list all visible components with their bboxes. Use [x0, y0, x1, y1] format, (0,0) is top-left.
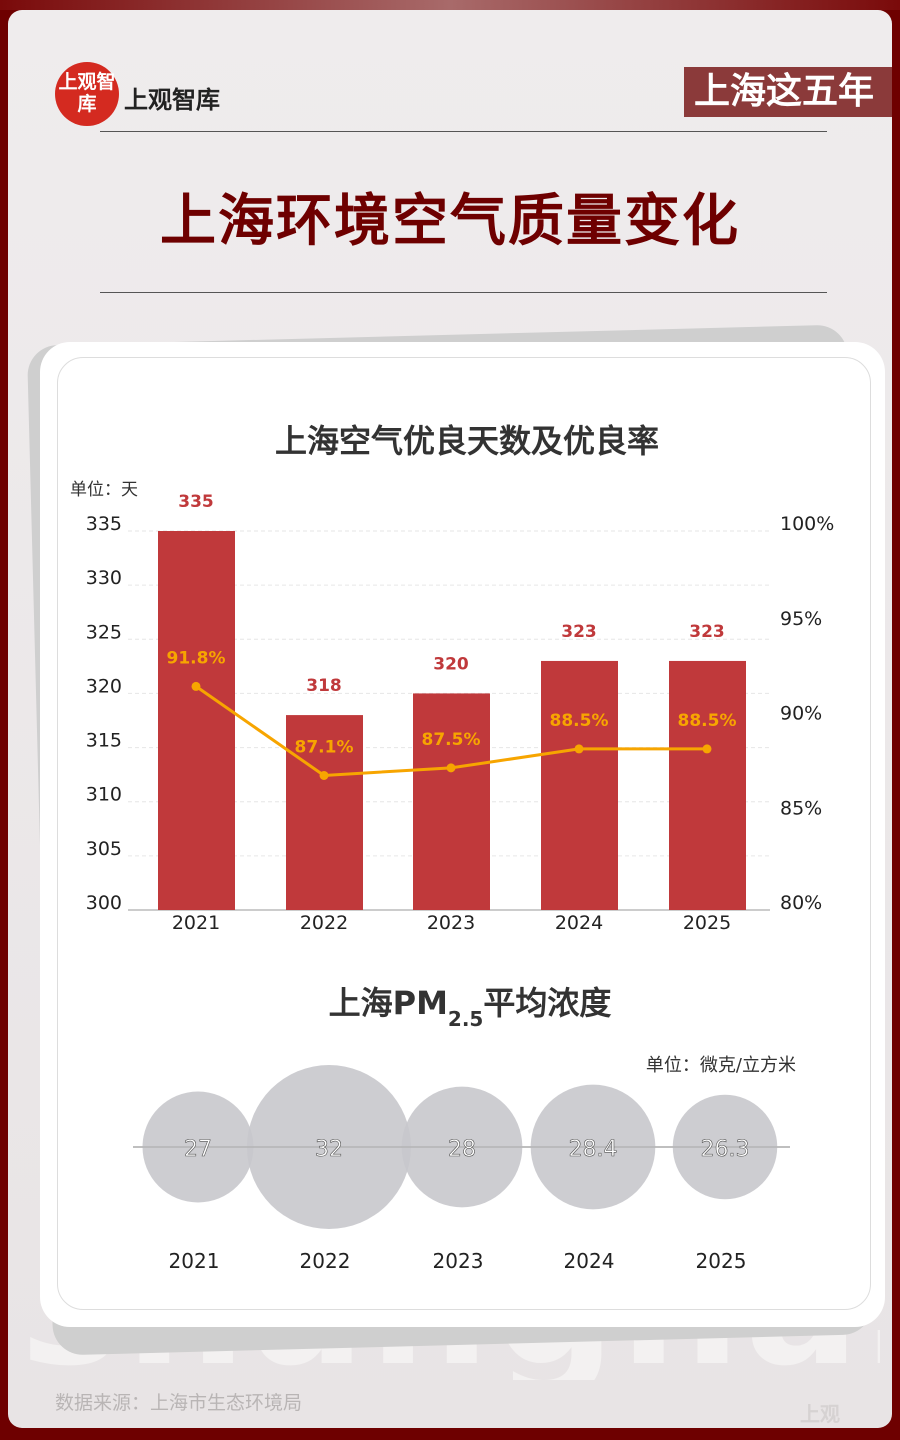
- y-tick-label: 315: [86, 730, 122, 752]
- divider: [100, 292, 827, 293]
- x-tick-label: 2024: [555, 912, 603, 934]
- rate-point: [702, 744, 712, 754]
- x-tick-label: 2022: [300, 912, 348, 934]
- bubble-value-label: 28: [448, 1137, 476, 1162]
- chart1-unit: 单位：天: [70, 480, 138, 500]
- x-tick-label: 2025: [683, 912, 731, 934]
- logo: 上观智库: [55, 62, 119, 126]
- divider: [100, 131, 827, 132]
- y-tick-label: 305: [86, 838, 122, 860]
- y-tick-label: 300: [86, 892, 122, 914]
- y-tick-label: 325: [86, 621, 122, 643]
- y-tick-label: 330: [86, 567, 122, 589]
- series-tag: 上海这五年: [684, 67, 892, 117]
- rate-label: 88.5%: [550, 711, 609, 731]
- rate-label: 87.1%: [295, 737, 354, 757]
- x-tick-label: 2021: [172, 912, 220, 934]
- bar: [413, 693, 490, 910]
- bubble-year-label: 2023: [433, 1249, 484, 1273]
- x-tick-label: 2023: [427, 912, 475, 934]
- rate-point: [446, 763, 456, 773]
- bubble-year-label: 2021: [169, 1249, 220, 1273]
- bubble-year-label: 2024: [564, 1249, 615, 1273]
- bar: [541, 660, 618, 910]
- chart1-title: 上海空气优良天数及优良率: [275, 422, 659, 460]
- bar-label: 320: [433, 654, 469, 674]
- bubble-value-label: 27: [184, 1137, 212, 1162]
- rate-point: [319, 770, 329, 780]
- y2-tick-label: 90%: [780, 703, 822, 725]
- y2-tick-label: 85%: [780, 797, 822, 819]
- bubble-year-label: 2022: [300, 1249, 351, 1273]
- y-tick-label: 320: [86, 675, 122, 697]
- bar-label: 323: [561, 622, 597, 642]
- rate-label: 87.5%: [422, 730, 481, 750]
- bubble-value-label: 28.4: [569, 1137, 618, 1162]
- logo-text: 上观智库: [124, 86, 220, 114]
- y2-tick-label: 80%: [780, 892, 822, 914]
- chart2-unit: 单位：微克/立方米: [646, 1055, 796, 1076]
- y-tick-label: 310: [86, 784, 122, 806]
- brand-mark: 上观: [800, 1402, 840, 1426]
- bar: [669, 660, 746, 910]
- rate-label: 91.8%: [167, 648, 226, 668]
- data-source: 数据来源：上海市生态环境局: [55, 1392, 303, 1414]
- rate-point: [191, 681, 201, 691]
- bar-label: 318: [306, 676, 342, 696]
- card-border: [57, 357, 871, 1310]
- bubble-year-label: 2025: [696, 1249, 747, 1273]
- top-border: [0, 0, 900, 10]
- y2-tick-label: 100%: [780, 513, 834, 535]
- chart2-title: 上海PM2.5平均浓度: [329, 984, 612, 1031]
- bar: [158, 531, 235, 910]
- bar: [286, 715, 363, 910]
- bubble-value-label: 32: [315, 1137, 343, 1162]
- bubble-value-label: 26.3: [701, 1137, 750, 1162]
- rate-point: [574, 744, 584, 754]
- y-tick-label: 335: [86, 513, 122, 535]
- rate-label: 88.5%: [678, 711, 737, 731]
- bar-label: 323: [689, 622, 725, 642]
- page-title: 上海环境空气质量变化: [160, 189, 740, 254]
- bar-label: 335: [178, 492, 214, 512]
- y2-tick-label: 95%: [780, 608, 822, 630]
